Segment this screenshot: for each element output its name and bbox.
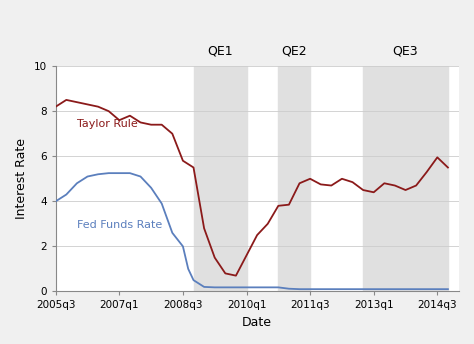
Bar: [278, 66, 310, 291]
X-axis label: Date: Date: [242, 316, 272, 329]
Text: QE3: QE3: [392, 44, 419, 57]
Text: QE2: QE2: [282, 44, 307, 57]
Text: QE1: QE1: [207, 44, 233, 57]
Bar: [363, 66, 448, 291]
Text: Fed Funds Rate: Fed Funds Rate: [77, 221, 162, 230]
Y-axis label: Interest Rate: Interest Rate: [15, 138, 28, 219]
Bar: [193, 66, 246, 291]
Text: Taylor Rule: Taylor Rule: [77, 119, 137, 129]
